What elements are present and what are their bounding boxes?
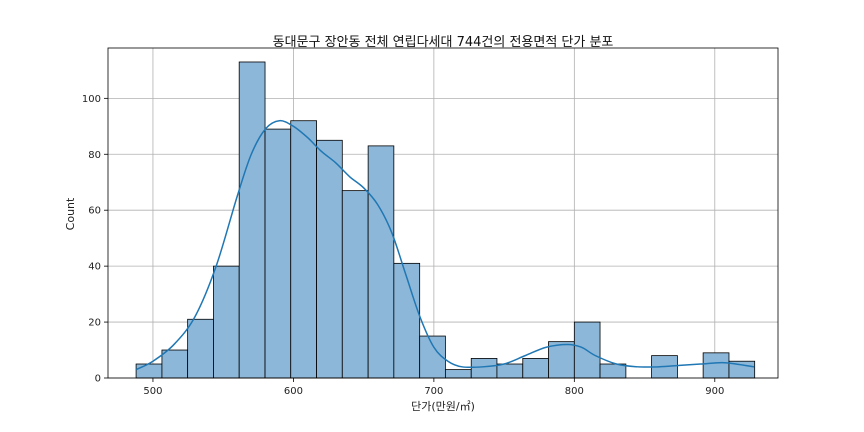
histogram-bar	[341, 190, 369, 379]
histogram-bar	[599, 363, 627, 379]
y-tick-label: 20	[88, 318, 101, 329]
histogram-bar	[238, 61, 266, 379]
x-axis-label: 단가(만원/㎡)	[411, 400, 475, 413]
y-tick-label: 100	[82, 94, 101, 105]
histogram-bar	[522, 358, 549, 379]
y-tick-label: 0	[95, 374, 101, 385]
chart-title: 동대문구 장안동 전체 연립다세대 744건의 전용면적 단가 분포	[273, 35, 614, 50]
histogram-bar	[135, 363, 163, 379]
kde-layer	[135, 119, 755, 371]
x-tick-label: 600	[284, 386, 303, 397]
histogram-bar	[290, 120, 317, 379]
histogram-bar	[213, 265, 240, 379]
histogram-bar	[496, 363, 524, 379]
histogram-bar	[264, 128, 292, 379]
x-tick-label: 500	[143, 386, 162, 397]
histogram-bar	[161, 349, 189, 379]
y-tick-label: 60	[88, 206, 101, 217]
histogram-bar	[548, 341, 575, 379]
x-tick-label: 900	[705, 386, 724, 397]
histogram-bar	[316, 139, 343, 379]
y-axis-label: Count	[64, 197, 77, 230]
bars-layer	[135, 61, 756, 379]
histogram-bar	[393, 262, 421, 379]
x-tick-label: 800	[565, 386, 584, 397]
y-tick-label: 40	[88, 262, 101, 273]
x-tick-label: 700	[424, 386, 443, 397]
histogram-bar	[187, 318, 214, 379]
histogram-bar	[470, 358, 498, 379]
histogram-bar	[702, 352, 730, 379]
kde-line	[135, 119, 755, 371]
y-tick-label: 80	[88, 150, 101, 161]
ticks-layer: 500 600 700 800 900 0 20 40 60 80 100	[82, 94, 724, 397]
plot-frame	[107, 47, 779, 379]
histogram-bar	[419, 335, 446, 379]
histogram-bar	[367, 145, 395, 379]
histogram-bar	[444, 369, 472, 379]
